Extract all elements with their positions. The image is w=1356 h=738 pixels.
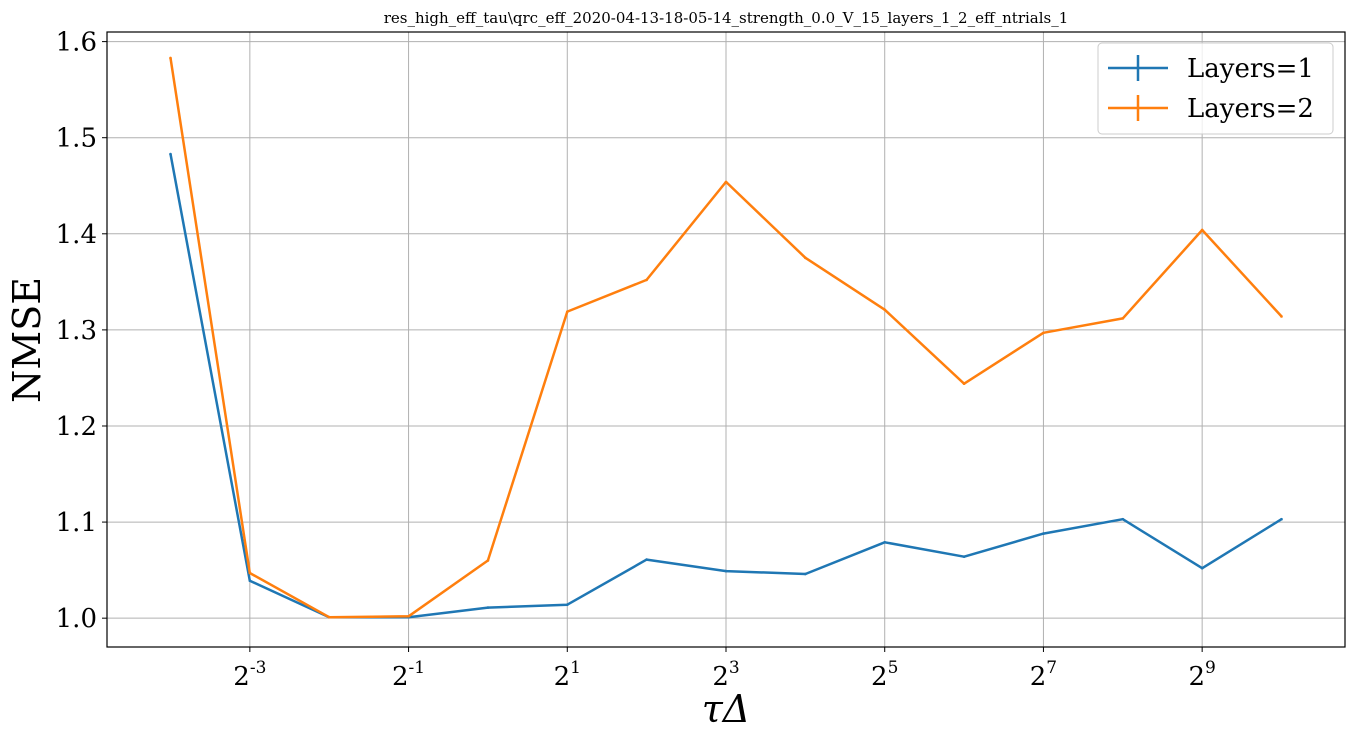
x-tick-label: 2-3 (233, 658, 266, 692)
legend-label: Layers=1 (1187, 54, 1314, 84)
x-axis-title: τΔ (702, 687, 750, 731)
data-point-layers-2 (486, 559, 490, 562)
y-axis-ticks: 1.0 1.1 1.2 1.3 1.4 1.5 1.6 (56, 28, 107, 634)
data-point-layers-2 (1042, 331, 1045, 335)
data-point-layers-2 (1121, 317, 1125, 320)
data-point-layers-2 (645, 278, 648, 282)
data-point-layers-1 (1121, 517, 1125, 521)
data-point-layers-2 (327, 615, 331, 619)
data-point-layers-1 (883, 540, 887, 544)
legend: Layers=1 Layers=2 (1097, 42, 1334, 135)
data-point-layers-2 (804, 256, 807, 260)
data-point-layers-2 (169, 56, 172, 60)
data-point-layers-1 (804, 572, 807, 576)
y-tick-label: 1.2 (56, 412, 97, 442)
data-point-layers-1 (1042, 532, 1045, 535)
y-axis-title: NMSE (5, 277, 49, 403)
y-tick-label: 1.1 (56, 508, 97, 538)
series-lines (169, 56, 1283, 619)
data-point-layers-1 (1280, 517, 1283, 521)
data-point-layers-1 (645, 558, 648, 561)
legend-box (1097, 42, 1334, 135)
data-point-layers-2 (962, 382, 966, 386)
data-point-layers-1 (1200, 566, 1204, 570)
data-point-layers-2 (1200, 228, 1204, 232)
grid (107, 32, 1345, 647)
data-point-layers-1 (248, 579, 252, 582)
y-tick-label: 1.3 (56, 316, 97, 346)
data-point-layers-2 (407, 614, 410, 618)
y-tick-label: 1.0 (56, 604, 97, 634)
x-tick-label: 29 (1188, 658, 1215, 692)
legend-label: Layers=2 (1187, 94, 1314, 124)
chart-title: res_high_eff_tau\qrc_eff_2020-04-13-18-0… (384, 9, 1069, 27)
x-tick-label: 23 (712, 658, 739, 692)
y-tick-label: 1.5 (56, 124, 97, 154)
data-point-layers-2 (1280, 315, 1283, 318)
data-point-layers-2 (248, 571, 252, 575)
data-point-layers-1 (962, 555, 966, 558)
y-tick-label: 1.6 (56, 28, 97, 58)
x-tick-label: 25 (871, 658, 898, 692)
data-point-layers-1 (565, 603, 569, 607)
data-point-layers-2 (724, 180, 728, 184)
x-axis-ticks: 2-3 2-1 21 23 25 27 29 (233, 647, 1216, 692)
data-point-layers-1 (724, 569, 728, 573)
x-tick-label: 27 (1030, 658, 1057, 692)
data-point-layers-2 (565, 310, 569, 313)
x-tick-label: 21 (554, 658, 581, 692)
x-tick-label: 2-1 (392, 658, 425, 692)
data-point-layers-1 (486, 606, 490, 609)
data-point-layers-2 (883, 308, 887, 312)
y-tick-label: 1.4 (56, 220, 97, 250)
data-point-layers-1 (169, 152, 172, 156)
